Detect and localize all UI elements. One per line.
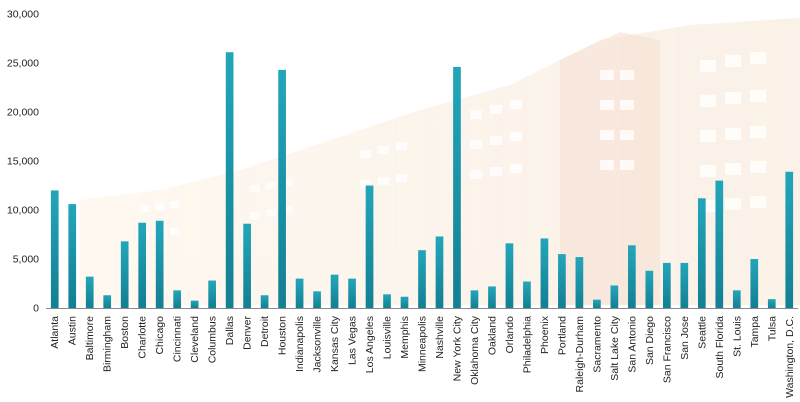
bar — [593, 299, 601, 308]
bar — [260, 295, 269, 308]
bar — [190, 300, 199, 308]
bar — [50, 190, 59, 308]
x-tick-label: Denver — [242, 316, 254, 350]
y-tick-label: 20,000 — [7, 107, 39, 119]
x-tick-label: Boston — [119, 316, 131, 349]
bar — [418, 250, 426, 308]
x-tick-label: Oklahoma City — [469, 315, 481, 385]
x-tick-label: Dallas — [224, 316, 236, 345]
bar — [662, 262, 671, 308]
bar — [785, 171, 794, 308]
x-tick-label: Oakland — [486, 316, 498, 355]
x-tick-label: Indianapolis — [294, 316, 306, 372]
bar — [313, 291, 321, 308]
bar — [225, 52, 234, 308]
bar — [558, 254, 566, 308]
x-tick-label: Las Vegas — [347, 316, 359, 365]
x-tick-label: Nashville — [434, 316, 446, 359]
y-axis: 0 5,000 10,000 15,000 20,000 25,000 30,000 — [7, 9, 39, 315]
bar — [453, 66, 461, 308]
y-tick-label: 0 — [33, 303, 39, 315]
x-tick-label: Orlando — [504, 316, 516, 354]
x-tick-label: Minneapolis — [417, 316, 429, 372]
bar — [645, 270, 654, 308]
x-tick-label: Salt Lake City — [609, 315, 621, 381]
x-tick-label: Louisville — [382, 316, 394, 359]
x-tick-label: Jacksonville — [312, 316, 324, 373]
bar — [173, 290, 182, 308]
bar — [400, 296, 409, 308]
x-tick-label: Portland — [556, 316, 568, 355]
x-tick-label: Kansas City — [329, 315, 341, 372]
x-axis: Atlanta Austin Baltimore Birmingham Boston Ch… — [46, 308, 798, 398]
x-tick-label: Cleveland — [189, 316, 201, 363]
x-tick-label: Phoenix — [539, 315, 551, 354]
x-tick-label: Charlotte — [137, 316, 149, 359]
x-tick-label: Columbus — [207, 316, 219, 363]
bar — [138, 222, 147, 308]
bar — [278, 69, 286, 308]
x-tick-label: Tampa — [749, 316, 761, 348]
bar — [680, 262, 689, 308]
bar — [383, 294, 391, 308]
bar — [85, 276, 94, 308]
bar — [120, 241, 129, 308]
bar — [330, 274, 339, 308]
x-tick-label: Baltimore — [84, 316, 96, 361]
x-tick-label: San Antonio — [626, 316, 638, 373]
bar — [697, 198, 706, 308]
x-tick-label: Philadelphia — [521, 316, 533, 373]
bar — [715, 180, 724, 308]
y-tick-label: 5,000 — [13, 254, 39, 266]
bar — [470, 290, 479, 308]
bar — [505, 243, 514, 308]
bar — [767, 299, 776, 308]
x-tick-label: Austin — [67, 316, 79, 345]
bar — [68, 204, 77, 308]
bar — [348, 278, 356, 308]
bar — [610, 285, 619, 308]
x-tick-label: San Diego — [644, 316, 656, 365]
bar — [103, 295, 112, 308]
bar — [732, 290, 741, 308]
x-tick-label: Cincinnati — [172, 316, 184, 362]
y-tick-label: 30,000 — [7, 9, 39, 21]
bar — [155, 220, 164, 308]
bar — [243, 223, 251, 308]
bars — [50, 52, 794, 308]
x-tick-label: Sacramento — [591, 316, 603, 373]
bar — [365, 185, 374, 308]
x-tick-label: Detroit — [259, 316, 271, 347]
bar — [295, 278, 304, 308]
bar — [435, 236, 444, 308]
x-tick-label: Tulsa — [766, 316, 778, 341]
bar — [488, 286, 496, 308]
x-tick-label: Washington, D.C. — [784, 316, 796, 398]
x-tick-label: Seattle — [696, 316, 708, 349]
y-tick-label: 25,000 — [7, 58, 39, 70]
x-tick-label: Los Angeles — [364, 316, 376, 373]
bar — [208, 280, 216, 308]
x-tick-label: New York City — [451, 315, 463, 381]
bar — [540, 238, 549, 308]
x-tick-label: Raleigh-Durham — [574, 316, 586, 393]
y-tick-label: 15,000 — [7, 156, 39, 168]
x-tick-label: Houston — [277, 316, 289, 355]
x-tick-label: St. Louis — [731, 316, 743, 357]
bar — [750, 259, 759, 308]
bar — [523, 281, 531, 308]
bar — [628, 245, 636, 308]
x-tick-label: Memphis — [399, 316, 411, 359]
x-tick-label: South Florida — [714, 316, 726, 379]
x-tick-label: Birmingham — [102, 316, 114, 372]
x-tick-label: San Jose — [679, 316, 691, 360]
y-tick-label: 10,000 — [7, 205, 39, 217]
x-tick-label: Chicago — [154, 316, 166, 355]
x-tick-label: San Francisco — [661, 316, 673, 383]
x-tick-label: Atlanta — [49, 316, 61, 349]
bar — [575, 257, 584, 308]
